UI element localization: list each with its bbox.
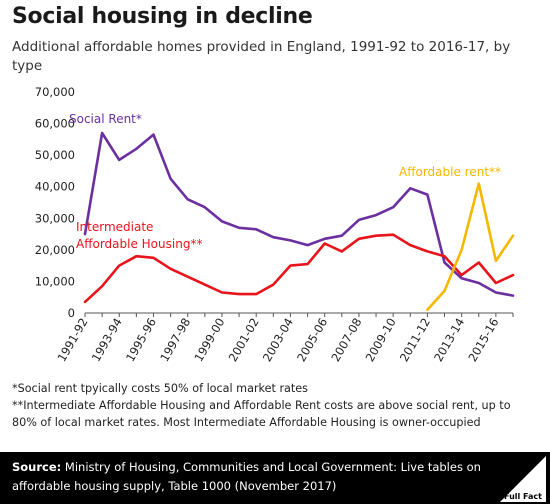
y-tick-label: 20,000 — [35, 243, 75, 257]
source-label: Source: — [12, 460, 62, 474]
footnote-intermediate: **Intermediate Affordable Housing and Af… — [12, 399, 511, 429]
series-line-2 — [426, 182, 515, 312]
x-tick-label: 2007-08 — [328, 316, 364, 365]
y-tick-label: 10,000 — [35, 274, 75, 288]
x-tick-label: 1997-98 — [157, 316, 193, 365]
x-tick-label: 2009-10 — [363, 316, 399, 365]
x-tick-label: 2005-06 — [294, 316, 330, 365]
source-footer: Source: Ministry of Housing, Communities… — [0, 452, 550, 504]
series-label-1: Affordable Housing** — [76, 237, 202, 251]
y-tick-label: 50,000 — [35, 148, 75, 162]
x-tick-label: 2003-04 — [260, 316, 296, 365]
series-label-0: Social Rent* — [69, 112, 142, 126]
series-label-2: Affordable rent** — [399, 165, 501, 179]
full-fact-logo: Full Fact — [500, 456, 546, 502]
x-tick-label: 2013-14 — [431, 316, 467, 365]
series-label-1: Intermediate — [76, 220, 153, 234]
x-tick-label: 1991-92 — [54, 316, 90, 365]
line-chart: 0 10,000 20,000 30,000 40,000 50,000 60,000 70,… — [35, 85, 515, 365]
logo-text: Full Fact — [504, 492, 542, 501]
y-tick-label: 40,000 — [35, 180, 75, 194]
x-tick-label: 1993-94 — [89, 316, 125, 365]
chart-title: Social housing in decline — [12, 4, 313, 29]
series-line-1 — [83, 233, 515, 304]
y-tick-label: 60,000 — [35, 117, 75, 131]
x-tick-label: 1995-96 — [123, 316, 159, 365]
source-text: Ministry of Housing, Communities and Loc… — [12, 460, 481, 493]
y-tick-label: 30,000 — [35, 211, 75, 225]
x-tick-label: 2001-02 — [226, 316, 262, 365]
x-tick-label: 2011-12 — [397, 316, 433, 365]
chart-subtitle: Additional affordable homes provided in … — [12, 39, 511, 74]
x-tick-label: 2015-16 — [465, 316, 501, 365]
footnote-social-rent: *Social rent tpyically costs 50% of loca… — [12, 382, 308, 395]
x-tick-label: 1999-00 — [191, 316, 227, 365]
y-tick-label: 0 — [68, 306, 75, 320]
y-tick-label: 70,000 — [35, 85, 75, 99]
series-line-0 — [83, 131, 515, 297]
footnotes: *Social rent tpyically costs 50% of loca… — [12, 380, 532, 431]
